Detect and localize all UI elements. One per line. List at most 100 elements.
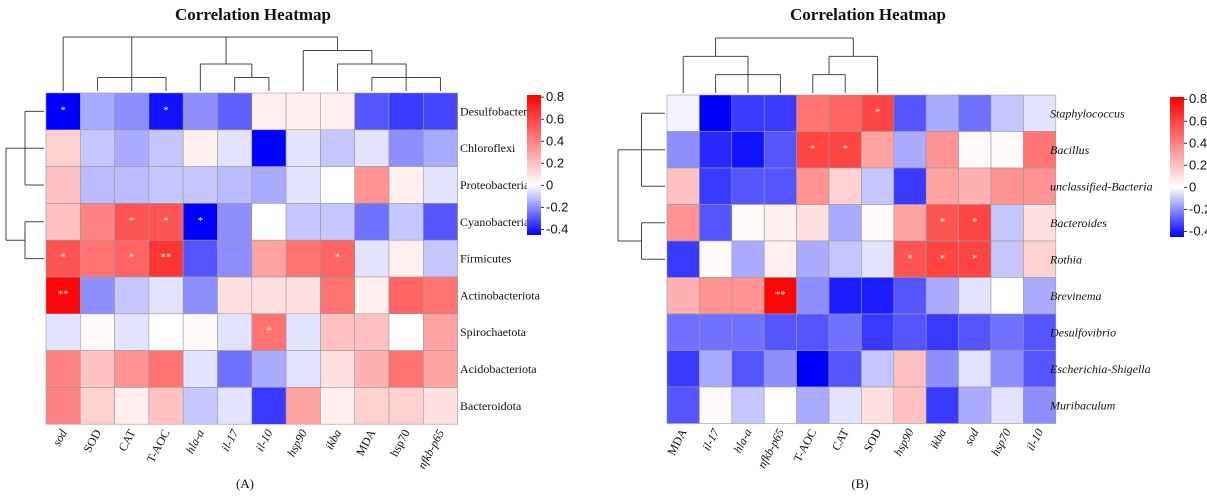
heatmap-cell [925, 386, 959, 424]
column-label: MDA [353, 427, 379, 459]
heatmap-cell [251, 92, 287, 131]
heatmap-cell [1023, 277, 1057, 315]
colorbar-tick-label: -0.2 [1189, 201, 1207, 216]
heatmap-cell [422, 350, 458, 388]
heatmap-cell [796, 240, 830, 278]
heatmap-cell [699, 94, 733, 132]
heatmap-cell [80, 276, 115, 315]
heatmap-cell [422, 203, 458, 241]
heatmap-cell [1023, 313, 1057, 351]
heatmap-cell [893, 131, 927, 169]
column-label: T-AOC [144, 427, 173, 465]
row-label: Rothia [1049, 252, 1082, 266]
heatmap-cell [320, 350, 355, 388]
heatmap-cell [699, 313, 733, 351]
heatmap-cell [958, 167, 992, 205]
heatmap-cell [796, 350, 830, 388]
heatmap-cell [861, 240, 895, 278]
heatmap-cell [925, 94, 959, 132]
colorbar-tick-label: 0.2 [1189, 157, 1207, 172]
heatmap-cell [285, 166, 321, 204]
heatmap-cell [958, 94, 992, 132]
column-label: MDA [664, 426, 690, 458]
heatmap-cell [114, 313, 150, 351]
heatmap-cell [320, 313, 355, 351]
column-label: hsp90 [284, 427, 310, 459]
heatmap-cell [925, 240, 959, 278]
heatmap-cell [217, 350, 253, 388]
column-label: CAT [115, 426, 138, 453]
heatmap-cell [285, 313, 321, 351]
heatmap-cell [828, 386, 862, 424]
row-label: Chloroflexi [460, 141, 516, 155]
heatmap-cell [217, 239, 253, 278]
heatmap-cell [80, 129, 115, 167]
heatmap-cell [861, 204, 895, 242]
heatmap-cell [251, 129, 287, 167]
heatmap-cell [731, 313, 765, 351]
heatmap-cell [731, 240, 765, 278]
heatmap-cell [388, 350, 424, 388]
heatmap-cell [990, 386, 1024, 424]
heatmap-cell [148, 276, 184, 315]
significance-mark: ** [58, 288, 69, 300]
heatmap-cell [217, 313, 253, 351]
heatmap-cell [763, 94, 797, 132]
column-label: il-10 [1023, 426, 1046, 453]
heatmap-cell [699, 240, 733, 278]
colorbar-tick-label: 0.4 [1189, 135, 1207, 150]
heatmap-cell [80, 350, 115, 388]
heatmap-cell [796, 94, 830, 132]
significance-mark: * [60, 252, 66, 264]
heatmap-cell [763, 131, 797, 169]
heatmap-cell [148, 387, 184, 425]
heatmap-cell [861, 131, 895, 169]
heatmap-cell [114, 350, 150, 388]
heatmap-cell [925, 167, 959, 205]
heatmap-cell [217, 203, 253, 241]
heatmap-cell [699, 350, 733, 388]
column-label: hla-a [730, 426, 754, 455]
heatmap-cell [388, 166, 424, 204]
significance-mark: * [972, 216, 978, 228]
heatmap-cell [354, 276, 390, 315]
heatmap-cell [45, 313, 81, 351]
heatmap-cell [1023, 240, 1057, 278]
heatmap-cell [45, 239, 81, 278]
heatmap-cell [285, 129, 321, 167]
heatmap-cell [182, 276, 218, 315]
heatmap-cell [958, 240, 992, 278]
heatmap-cell [388, 387, 424, 425]
heatmap-cell [114, 92, 150, 131]
heatmap-cell [251, 276, 287, 315]
heatmap-cell [182, 92, 218, 131]
heatmap-cell [320, 387, 355, 425]
heatmap-cell [251, 239, 287, 278]
heatmap-cell [828, 350, 862, 388]
heatmap-cell [699, 131, 733, 169]
column-label: hsp90 [891, 426, 917, 458]
heatmap-cell [763, 313, 797, 351]
heatmap-cell [1023, 204, 1057, 242]
heatmap-cell [731, 167, 765, 205]
colorbar-tick-label: 0.2 [546, 155, 564, 170]
row-label: Acidobacteriota [460, 362, 537, 376]
heatmap-cell [990, 131, 1024, 169]
column-label: SOD [80, 427, 104, 455]
heatmap-cell [893, 204, 927, 242]
heatmap-cell [320, 129, 355, 167]
heatmap-cell [1023, 167, 1057, 205]
heatmap-cell [990, 167, 1024, 205]
heatmap-cell [148, 92, 184, 131]
heatmap-cell [925, 313, 959, 351]
heatmap-cell [320, 92, 355, 131]
heatmap-cell [958, 204, 992, 242]
significance-mark: * [875, 106, 881, 118]
significance-mark: * [198, 215, 204, 227]
heatmap-cell [731, 350, 765, 388]
significance-mark: ** [775, 289, 786, 301]
heatmap-cell [666, 350, 700, 388]
heatmap-cell [990, 350, 1024, 388]
heatmap-cell [925, 131, 959, 169]
heatmap-cell [354, 313, 390, 351]
